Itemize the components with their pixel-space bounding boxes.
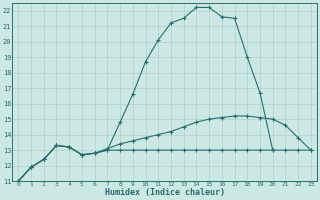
X-axis label: Humidex (Indice chaleur): Humidex (Indice chaleur) bbox=[105, 188, 225, 197]
